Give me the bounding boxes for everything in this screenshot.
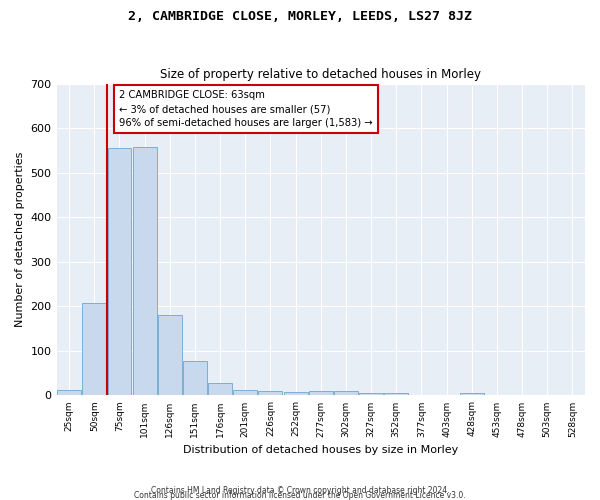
Bar xyxy=(460,393,484,396)
Bar xyxy=(107,148,131,396)
Bar xyxy=(57,390,81,396)
Bar xyxy=(259,390,283,396)
Bar xyxy=(359,393,383,396)
Bar xyxy=(82,303,106,396)
Text: Contains public sector information licensed under the Open Government Licence v3: Contains public sector information licen… xyxy=(134,491,466,500)
Bar xyxy=(309,392,333,396)
Text: 2, CAMBRIDGE CLOSE, MORLEY, LEEDS, LS27 8JZ: 2, CAMBRIDGE CLOSE, MORLEY, LEEDS, LS27 … xyxy=(128,10,472,23)
Bar xyxy=(158,315,182,396)
Bar xyxy=(334,392,358,396)
Y-axis label: Number of detached properties: Number of detached properties xyxy=(15,152,25,327)
Title: Size of property relative to detached houses in Morley: Size of property relative to detached ho… xyxy=(160,68,481,81)
Bar xyxy=(133,147,157,396)
X-axis label: Distribution of detached houses by size in Morley: Distribution of detached houses by size … xyxy=(183,445,458,455)
Text: 2 CAMBRIDGE CLOSE: 63sqm
← 3% of detached houses are smaller (57)
96% of semi-de: 2 CAMBRIDGE CLOSE: 63sqm ← 3% of detache… xyxy=(119,90,373,128)
Bar xyxy=(233,390,257,396)
Bar xyxy=(284,392,308,396)
Bar xyxy=(208,382,232,396)
Bar xyxy=(385,393,408,396)
Bar xyxy=(183,361,207,396)
Text: Contains HM Land Registry data © Crown copyright and database right 2024.: Contains HM Land Registry data © Crown c… xyxy=(151,486,449,495)
